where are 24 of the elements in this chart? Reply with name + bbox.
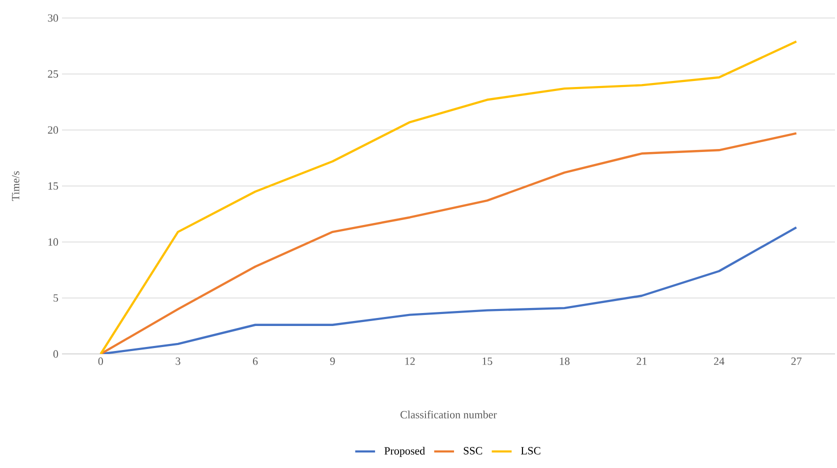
y-tick-label: 5 bbox=[54, 294, 58, 302]
y-tick-label: 0 bbox=[53, 350, 58, 358]
x-tick-label: 6 bbox=[252, 358, 258, 365]
legend-label: SSC bbox=[464, 447, 482, 454]
y-tick-label: 25 bbox=[48, 70, 58, 78]
x-tick-label: 3 bbox=[176, 358, 180, 365]
x-tick-label: 27 bbox=[791, 358, 802, 365]
x-tick-label: 9 bbox=[330, 358, 335, 365]
x-tick-label: 18 bbox=[560, 358, 570, 365]
x-tick-label: 12 bbox=[405, 358, 415, 365]
y-tick-label: 10 bbox=[48, 238, 58, 246]
x-axis-title: Classification number bbox=[400, 410, 497, 418]
x-tick-label: 21 bbox=[636, 358, 647, 365]
y-tick-label: 30 bbox=[48, 14, 58, 22]
y-tick-label: 20 bbox=[48, 126, 58, 134]
line-series bbox=[100, 132, 798, 354]
legend-label: LSC bbox=[521, 447, 540, 454]
legend-label: Proposed bbox=[384, 446, 425, 457]
x-tick-label: 0 bbox=[98, 358, 103, 365]
x-tick-label: 15 bbox=[482, 358, 492, 365]
y-axis-title: Time/s bbox=[12, 171, 20, 201]
x-tick-label: 24 bbox=[714, 358, 724, 365]
line-series bbox=[100, 40, 798, 354]
y-tick-label: 15 bbox=[48, 182, 58, 190]
